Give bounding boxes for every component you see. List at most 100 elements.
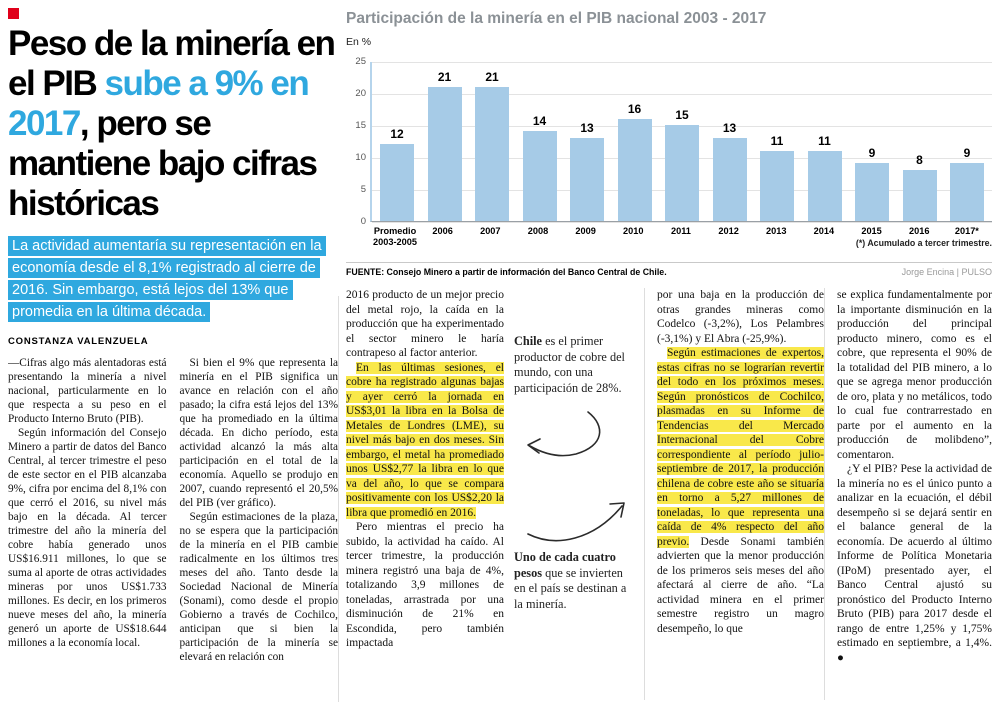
body-text: ¿Y el PIB? Pese la actividad de la miner… xyxy=(837,463,992,664)
x-category-label: 2006 xyxy=(432,226,453,236)
bar-value-label: 9 xyxy=(963,146,971,160)
body-text: Desde Sonami también advierten que la me… xyxy=(657,535,824,635)
y-tick-label: 5 xyxy=(360,184,366,195)
chart-credit: Jorge Encina | PULSO xyxy=(901,267,992,277)
bar xyxy=(855,163,889,221)
bar-chart: Participación de la minería en el PIB na… xyxy=(346,10,992,277)
bar xyxy=(902,170,937,221)
bar xyxy=(617,119,652,221)
body-text: Si bien el 9% que representa la minería … xyxy=(179,357,339,509)
bar-value-label: 13 xyxy=(580,121,594,135)
bar-2006: 21 xyxy=(423,62,467,221)
body-text: —Cifras algo más alentadoras está presen… xyxy=(8,357,167,425)
bar-value-label: 11 xyxy=(818,134,831,148)
bar-2009: 13 xyxy=(565,62,609,221)
gridline xyxy=(372,222,992,223)
x-category-label: 2015 xyxy=(861,226,882,236)
paragraph: En las últimas sesiones, el cobre ha reg… xyxy=(346,361,504,521)
x-category-label: Promedio 2003-2005 xyxy=(373,226,417,247)
bar-2016: 8 xyxy=(898,62,942,221)
paragraph: Pero mientras el precio ha subido, la ac… xyxy=(346,520,504,651)
bar-value-label: 21 xyxy=(437,70,452,84)
paragraph: ¿Y el PIB? Pese la actividad de la miner… xyxy=(837,462,992,665)
x-category-label: 2009 xyxy=(575,226,596,236)
paragraph: Según información del Consejo Minero a p… xyxy=(8,426,167,650)
bar xyxy=(760,151,794,221)
bar-2007: 21 xyxy=(470,62,514,221)
body-text: Según información del Consejo Minero a p… xyxy=(8,427,167,649)
paragraph: Según estimaciones de expertos, estas ci… xyxy=(657,346,824,636)
callout-text: que se invierten en el país se destinan … xyxy=(514,565,627,611)
body-text: 2016 producto de un mejor precio del met… xyxy=(346,289,504,359)
paragraph: Si bien el 9% que representa la minería … xyxy=(180,356,339,510)
callout-lead: Uno de cada cuatro pesos xyxy=(514,550,616,580)
subheadline-text: La actividad aumentaría su representació… xyxy=(8,236,326,322)
bar-2012: 13 xyxy=(708,62,752,221)
x-category-label: 2007 xyxy=(480,226,501,236)
chart-x-axis-labels: Promedio 2003-2005 2006 2007 2008 2009 2010 20… xyxy=(370,226,992,248)
article-column-6: se explica fundamentalmente por la impor… xyxy=(824,288,992,700)
bar-value-label: 9 xyxy=(868,146,876,160)
bar xyxy=(380,144,414,221)
x-category-label: 2012 xyxy=(718,226,739,236)
article-left-columns: —Cifras algo más alentadoras está presen… xyxy=(8,356,338,702)
bar-value-label: 8 xyxy=(916,153,923,167)
x-category-label: 2011 xyxy=(670,226,691,236)
bar xyxy=(807,151,842,221)
chart-plot-area: 0 5 10 15 20 25 12 21 21 14 13 16 15 13 11 11 9 8 9 xyxy=(355,56,992,227)
bar-2014: 11 xyxy=(803,62,847,221)
chart-unit-label: En % xyxy=(346,36,372,48)
bar xyxy=(950,163,984,221)
gridline xyxy=(372,94,992,95)
article-column-5: por una baja en la producción de otras g… xyxy=(644,288,824,700)
chart-title: Participación de la minería en el PIB na… xyxy=(346,10,767,27)
bar xyxy=(522,131,557,221)
bar-value-label: 16 xyxy=(627,102,642,116)
y-tick-label: 15 xyxy=(355,120,366,131)
bar-value-label: 13 xyxy=(722,121,737,135)
x-category-label: 2014 xyxy=(813,226,835,236)
bar xyxy=(427,87,462,221)
bar-2008: 14 xyxy=(518,62,562,221)
callout-lead: Chile xyxy=(514,334,543,348)
subheadline: La actividad aumentaría su representació… xyxy=(8,235,338,323)
article-column-3: 2016 producto de un mejor precio del met… xyxy=(346,288,504,700)
byline: CONSTANZA VALENZUELA xyxy=(8,336,149,347)
paragraph: —Cifras algo más alentadoras está presen… xyxy=(8,356,167,426)
headline: Peso de la minería en el PIB sube a 9% e… xyxy=(8,24,338,224)
paragraph: se explica fundamentalmente por la impor… xyxy=(837,288,992,462)
x-category-label: 2010 xyxy=(623,226,644,236)
bar xyxy=(665,125,699,221)
chart-bars: 12 21 21 14 13 16 15 13 11 11 9 8 9 xyxy=(372,62,992,221)
bar-Promedio-2003-2005: 12 xyxy=(375,62,419,221)
curved-arrow-down-left-icon xyxy=(527,411,601,457)
callout-text: es el primer productor de cobre del mund… xyxy=(514,334,625,395)
x-category-label: 2017* xyxy=(954,226,979,236)
bar xyxy=(712,138,747,221)
bar-value-label: 14 xyxy=(532,114,547,128)
pulso-logo-mark-icon xyxy=(8,8,19,19)
highlighted-text: Según estimaciones de expertos, estas ci… xyxy=(657,347,824,548)
body-text: Según estimaciones de la plaza, no se es… xyxy=(179,511,339,663)
highlighted-text: En las últimas sesiones, el cobre ha reg… xyxy=(346,361,504,519)
right-section: Participación de la minería en el PIB na… xyxy=(346,10,992,700)
headline-text-highlighted: sube a 9% en 2017 xyxy=(8,64,310,143)
bar xyxy=(475,87,509,221)
gridline xyxy=(372,62,992,63)
headline-text-1: Peso de la minería en el PIB xyxy=(8,24,336,103)
chart-source-row: FUENTE: Consejo Minero a partir de infor… xyxy=(346,262,992,277)
x-category-label: 2013 xyxy=(766,226,787,236)
bar xyxy=(570,138,604,221)
y-tick-label: 25 xyxy=(355,56,366,67)
bar-value-label: 12 xyxy=(390,127,404,141)
paragraph: Según estimaciones de la plaza, no se es… xyxy=(180,510,339,664)
callout-inversion: Uno de cada cuatro pesos que se invierte… xyxy=(514,550,634,612)
paragraph: por una baja en la producción de otras g… xyxy=(657,288,824,346)
bar-2013: 11 xyxy=(755,62,799,221)
y-tick-label: 20 xyxy=(355,88,366,99)
x-category-label: 2016 xyxy=(908,226,930,236)
body-text: Pero mientras el precio ha subido, la ac… xyxy=(346,521,504,649)
bar-2017-: 9 xyxy=(945,62,989,221)
curved-arrow-up-right-icon xyxy=(527,502,625,542)
